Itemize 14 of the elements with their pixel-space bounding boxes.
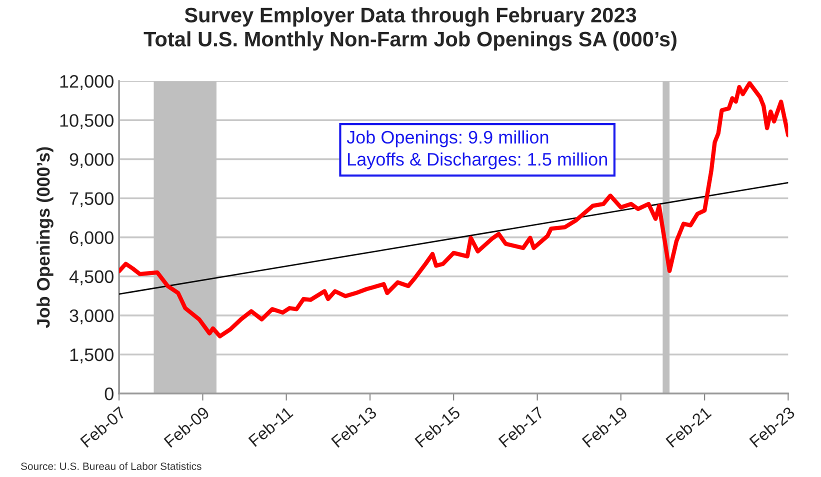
- y-tick-label: 0: [104, 387, 114, 400]
- y-tick-label: 7,500: [70, 192, 114, 208]
- y-tick-label: 9,000: [70, 153, 114, 168]
- y-tick-label: 6,000: [70, 231, 114, 246]
- y-tick-label: 4,500: [69, 270, 114, 286]
- source-note: Source: U.S. Bureau of Labor Statistics: [21, 462, 202, 470]
- y-tick-label: 12,000: [60, 75, 114, 90]
- line-series: [119, 81, 788, 338]
- y-tick-label: 1,500: [70, 348, 114, 364]
- annotation: Job Openings: 9.9 million Layoffs & Discharges: 1.5 million: [346, 130, 607, 170]
- y-tick-label: 10,500: [60, 114, 114, 129]
- y-tick-label: 3,000: [70, 309, 114, 324]
- chart-title: Survey Employer Data through February 2023 Total U.S. Monthly Non-Farm Job Openings SA (000’s): [144, 7, 676, 51]
- y-axis-title: Job Openings (000’s): [36, 147, 54, 328]
